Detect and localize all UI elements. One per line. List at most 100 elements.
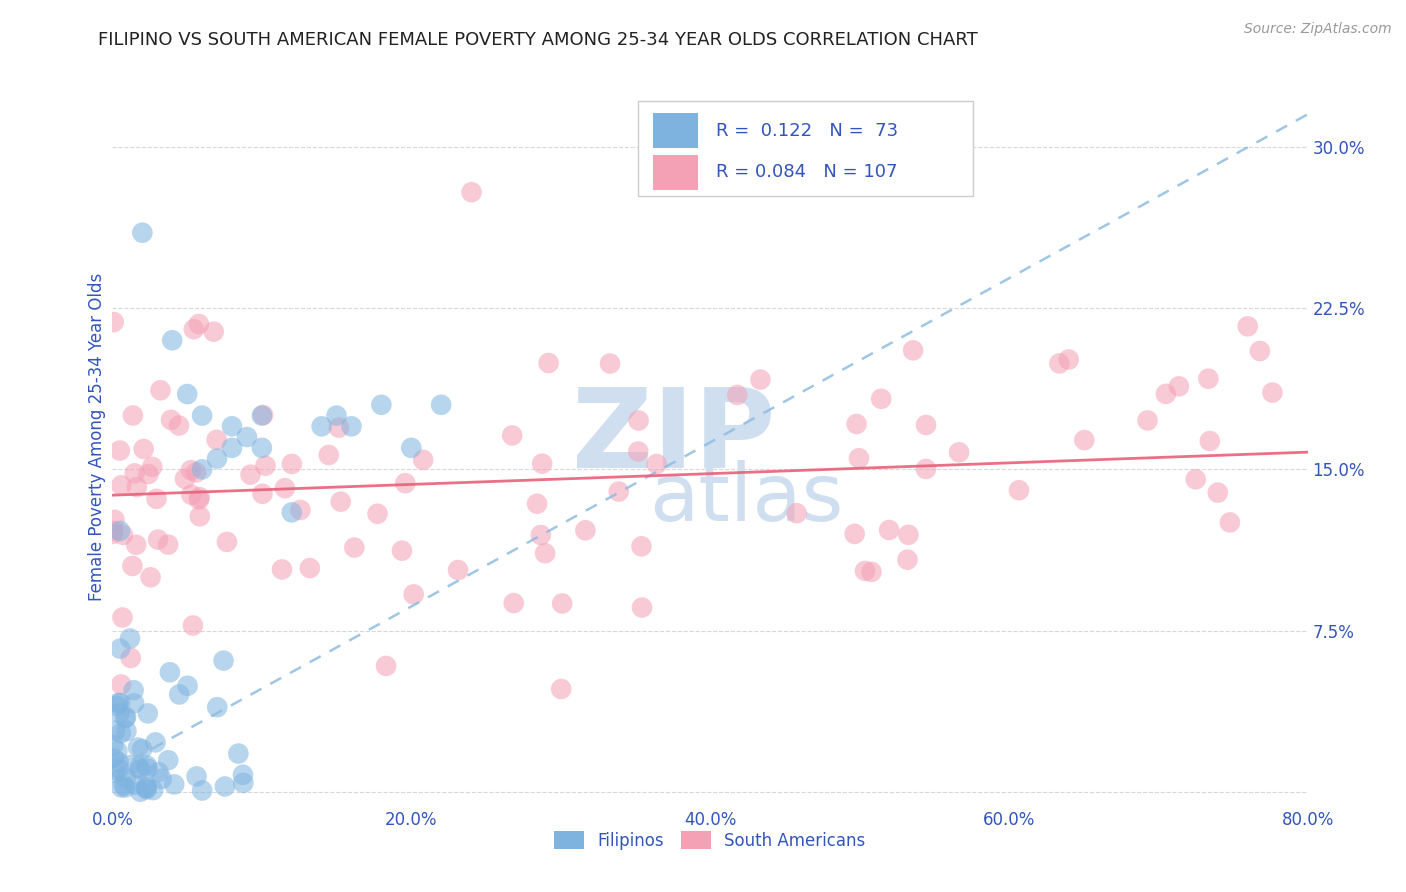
- Point: [121, 558, 143, 573]
- Point: [501, 428, 523, 442]
- Point: [311, 419, 333, 434]
- Point: [131, 226, 153, 240]
- Point: [188, 490, 211, 504]
- Point: [160, 413, 183, 427]
- Point: [896, 552, 918, 566]
- Point: [343, 541, 366, 555]
- Point: [221, 441, 243, 455]
- Point: [167, 688, 190, 702]
- Point: [127, 740, 149, 755]
- Text: FILIPINO VS SOUTH AMERICAN FEMALE POVERTY AMONG 25-34 YEAR OLDS CORRELATION CHAR: FILIPINO VS SOUTH AMERICAN FEMALE POVERT…: [98, 31, 979, 49]
- Point: [328, 420, 350, 434]
- Point: [118, 758, 141, 772]
- Point: [212, 654, 235, 668]
- Point: [103, 738, 125, 752]
- Point: [149, 384, 172, 398]
- Point: [1168, 379, 1191, 393]
- Point: [1206, 485, 1229, 500]
- Point: [329, 494, 352, 508]
- Point: [215, 535, 238, 549]
- Point: [250, 409, 273, 423]
- Point: [118, 632, 141, 646]
- Point: [1184, 472, 1206, 486]
- Point: [157, 538, 180, 552]
- Text: Source: ZipAtlas.com: Source: ZipAtlas.com: [1244, 22, 1392, 37]
- Text: ZIP: ZIP: [572, 384, 776, 491]
- Point: [239, 467, 262, 482]
- Point: [281, 457, 304, 471]
- Point: [176, 387, 198, 401]
- Point: [232, 768, 254, 782]
- Point: [845, 417, 868, 431]
- Point: [108, 756, 131, 770]
- Point: [191, 462, 214, 476]
- Point: [394, 476, 416, 491]
- Point: [112, 778, 135, 792]
- Point: [447, 563, 470, 577]
- Point: [1236, 319, 1258, 334]
- Point: [948, 445, 970, 459]
- Point: [125, 538, 148, 552]
- Point: [877, 523, 900, 537]
- Point: [205, 451, 228, 466]
- Point: [599, 357, 621, 371]
- Point: [111, 610, 134, 624]
- Point: [236, 430, 259, 444]
- Point: [120, 651, 142, 665]
- Text: atlas: atlas: [648, 460, 844, 538]
- Point: [844, 527, 866, 541]
- Point: [115, 772, 138, 786]
- Point: [191, 783, 214, 797]
- Point: [915, 417, 938, 432]
- Point: [157, 753, 180, 767]
- Point: [122, 696, 145, 710]
- Point: [645, 457, 668, 471]
- Point: [860, 565, 883, 579]
- Point: [1008, 483, 1031, 498]
- Point: [530, 528, 553, 542]
- Point: [207, 700, 229, 714]
- Point: [325, 409, 347, 423]
- Point: [281, 505, 304, 519]
- Point: [138, 467, 160, 481]
- Point: [183, 322, 205, 336]
- Point: [534, 546, 557, 560]
- Point: [412, 453, 434, 467]
- Point: [176, 679, 198, 693]
- Point: [298, 561, 321, 575]
- Point: [129, 785, 152, 799]
- Point: [101, 527, 124, 541]
- Point: [108, 443, 131, 458]
- Point: [627, 444, 650, 458]
- Point: [187, 492, 209, 507]
- Point: [110, 478, 132, 492]
- Point: [108, 524, 131, 538]
- Point: [145, 491, 167, 506]
- FancyBboxPatch shape: [652, 154, 699, 190]
- Point: [180, 488, 202, 502]
- Point: [159, 665, 181, 680]
- Point: [430, 398, 453, 412]
- Point: [114, 780, 136, 795]
- Point: [135, 758, 157, 772]
- Point: [111, 528, 134, 542]
- Point: [250, 441, 273, 455]
- Point: [125, 480, 148, 494]
- Point: [401, 441, 423, 455]
- Point: [132, 442, 155, 456]
- Point: [526, 497, 548, 511]
- Point: [105, 698, 128, 713]
- Point: [135, 780, 157, 795]
- Point: [188, 509, 211, 524]
- Point: [186, 466, 208, 480]
- Point: [228, 747, 250, 761]
- Point: [853, 564, 876, 578]
- Point: [103, 763, 125, 777]
- Point: [232, 776, 254, 790]
- Point: [274, 481, 297, 495]
- Point: [124, 467, 146, 481]
- Point: [142, 783, 165, 797]
- Point: [135, 781, 157, 796]
- Point: [402, 587, 425, 601]
- Point: [136, 761, 159, 775]
